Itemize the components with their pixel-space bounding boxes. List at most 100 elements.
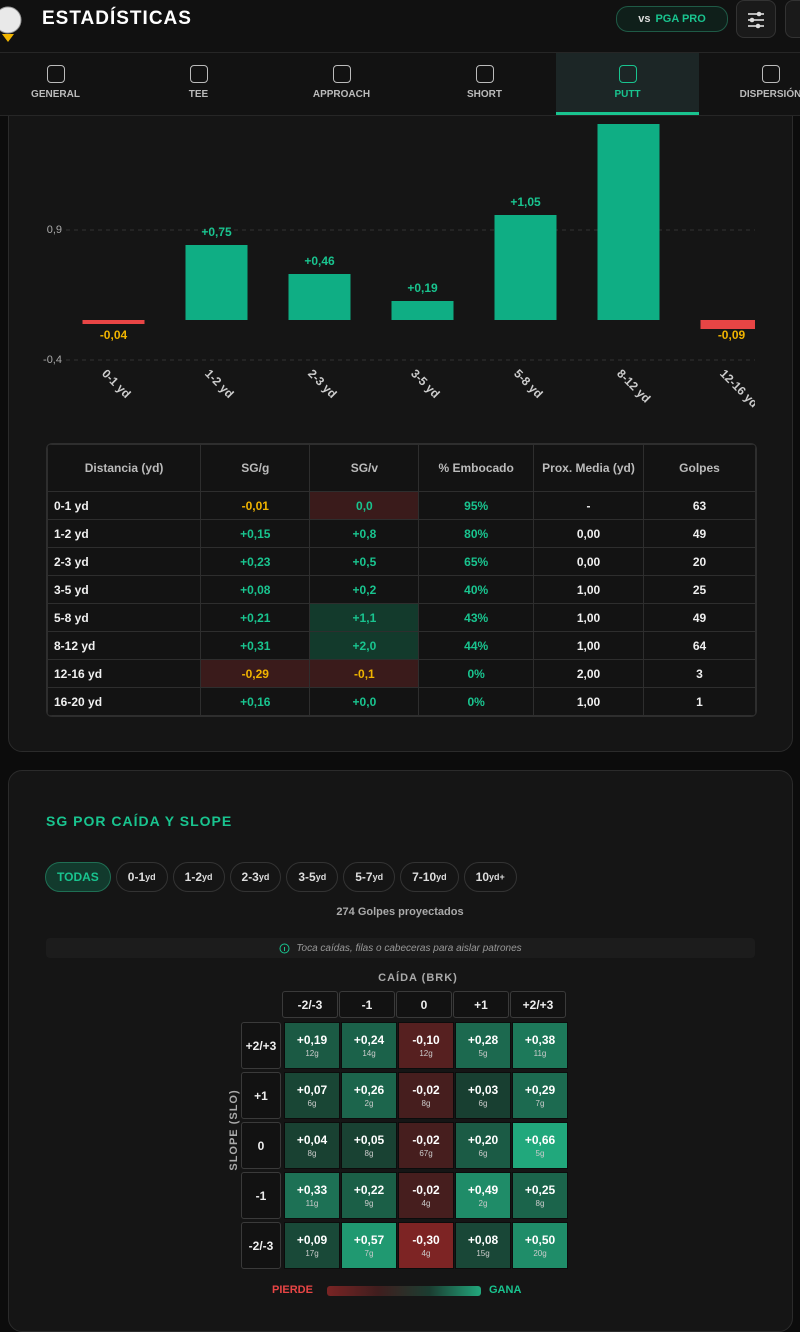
heat-cell[interactable]: +0,25 8g	[512, 1172, 568, 1219]
filter-pill[interactable]: 2-3 yd	[229, 862, 282, 892]
filter-label: 2-3	[241, 870, 259, 884]
tab[interactable]: TEE	[127, 53, 270, 115]
heat-cell[interactable]: +0,19 12g	[284, 1022, 340, 1069]
table-cell: 0-1 yd	[47, 491, 202, 520]
heat-cell[interactable]: +0,33 11g	[284, 1172, 340, 1219]
heat-cell[interactable]: +0,28 5g	[455, 1022, 511, 1069]
table-cell: 63	[643, 491, 756, 520]
tab-label: GENERAL	[31, 89, 80, 100]
table-cell: +0,0	[309, 687, 420, 716]
heat-cell[interactable]: -0,30 4g	[398, 1222, 454, 1269]
cell-count: 6g	[307, 1099, 317, 1108]
hint-bar: Toca caídas, filas o cabeceras para aisl…	[46, 938, 755, 958]
row-header[interactable]: -1	[241, 1172, 281, 1219]
heat-cell[interactable]: +0,22 9g	[341, 1172, 397, 1219]
logo	[0, 6, 22, 42]
tab-label: SHORT	[467, 89, 502, 100]
hint-text: Toca caídas, filas o cabeceras para aisl…	[296, 942, 522, 954]
column-header: SG/g	[200, 444, 311, 492]
header-row: Distancia (yd) SG/g SG/v% Embocado Prox. Me…	[47, 444, 756, 492]
filter-pill[interactable]: 7-10 yd	[400, 862, 459, 892]
bar	[185, 245, 248, 320]
table-cell: 0%	[418, 659, 534, 688]
cell-value: +0,33	[296, 1183, 328, 1197]
heat-cell[interactable]: +0,50 20g	[512, 1222, 568, 1269]
table-cell: -0,29	[200, 659, 311, 688]
heat-cell[interactable]: +0,66 5g	[512, 1122, 568, 1169]
cell-value: +0,57	[353, 1233, 385, 1247]
table-cell: 20	[643, 547, 756, 576]
row-header[interactable]: 0	[241, 1122, 281, 1169]
table-cell: 16-20 yd	[47, 687, 202, 716]
cell-value: +0,28	[467, 1033, 499, 1047]
heat-cell[interactable]: -0,02 4g	[398, 1172, 454, 1219]
table-cell: 1,00	[533, 575, 644, 604]
table-cell: +0,31	[200, 631, 311, 660]
cell-value: +0,66	[524, 1133, 556, 1147]
cell-count: 17g	[305, 1249, 319, 1258]
heat-cell[interactable]: +0,26 2g	[341, 1072, 397, 1119]
menu-button[interactable]	[785, 0, 800, 38]
heat-cell[interactable]: +0,04 8g	[284, 1122, 340, 1169]
column-header[interactable]: -2/-3	[282, 991, 338, 1018]
y-tick-label: -0,4	[43, 354, 62, 366]
filter-button[interactable]	[736, 0, 776, 38]
filter-pill[interactable]: 0-1 yd	[115, 862, 168, 892]
cell-count: 6g	[478, 1149, 488, 1158]
heat-cell[interactable]: -0,02 8g	[398, 1072, 454, 1119]
tab[interactable]: SHORT	[413, 53, 556, 115]
table-cell: 2-3 yd	[47, 547, 202, 576]
column-header: Distancia (yd)	[47, 444, 202, 492]
heat-cell[interactable]: +0,08 15g	[455, 1222, 511, 1269]
row-header[interactable]: +2/+3	[241, 1022, 281, 1069]
table-cell: +0,16	[200, 687, 311, 716]
table-cell: 1,00	[533, 687, 644, 716]
filter-pill[interactable]: 3-5 yd	[286, 862, 339, 892]
table-cell: 0,00	[533, 547, 644, 576]
tab[interactable]: GENERAL	[0, 53, 127, 115]
column-header: Golpes	[643, 444, 756, 492]
filter-label: 0-1	[127, 870, 146, 884]
heat-cell[interactable]: -0,02 67g	[398, 1122, 454, 1169]
heat-cell[interactable]: +0,29 7g	[512, 1072, 568, 1119]
filter-pill[interactable]: TODAS	[45, 862, 111, 892]
column-header[interactable]: +2/+3	[510, 991, 566, 1018]
heat-cell[interactable]: +0,09 17g	[284, 1222, 340, 1269]
column-header[interactable]: 0	[396, 991, 452, 1018]
heat-cell[interactable]: -0,10 12g	[398, 1022, 454, 1069]
tab-icon	[189, 65, 208, 83]
heat-cell[interactable]: +0,20 6g	[455, 1122, 511, 1169]
heat-cell[interactable]: +0,49 2g	[455, 1172, 511, 1219]
table-cell: 2,00	[533, 659, 644, 688]
filter-pill[interactable]: 5-7 yd	[343, 862, 396, 892]
column-header[interactable]: -1	[339, 991, 395, 1018]
table-wrap: Distancia (yd) SG/g SG/v% Embocado Prox. Me…	[46, 443, 757, 717]
heat-cell[interactable]: +0,57 7g	[341, 1222, 397, 1269]
cell-value: +0,08	[467, 1233, 499, 1247]
compare-pill[interactable]: vs PGA PRO	[616, 6, 728, 32]
filter-pill[interactable]: 1-2 yd	[172, 862, 225, 892]
column-header[interactable]: +1	[453, 991, 509, 1018]
tab[interactable]: DISPERSIÓN	[699, 53, 800, 115]
filter-label: 7-10	[412, 870, 437, 884]
heat-cell[interactable]: +0,05 8g	[341, 1122, 397, 1169]
cell-value: +0,50	[524, 1233, 556, 1247]
row-header[interactable]: +1	[241, 1072, 281, 1119]
row-header[interactable]: -2/-3	[241, 1222, 281, 1269]
cell-value: +0,25	[524, 1183, 556, 1197]
tab[interactable]: APPROACH	[270, 53, 413, 115]
cell-count: 8g	[421, 1099, 431, 1108]
filter-unit: yd	[145, 872, 156, 882]
heat-cell[interactable]: +0,03 6g	[455, 1072, 511, 1119]
filter-icon	[748, 11, 764, 29]
cell-value: +0,26	[353, 1083, 385, 1097]
heat-cell[interactable]: +0,24 14g	[341, 1022, 397, 1069]
heat-cell[interactable]: +0,07 6g	[284, 1072, 340, 1119]
table-cell: 0%	[418, 687, 534, 716]
bar	[288, 274, 351, 320]
heat-cell[interactable]: +0,38 11g	[512, 1022, 568, 1069]
cell-count: 4g	[421, 1249, 431, 1258]
x-tick-label: 1-2 yd	[202, 366, 236, 400]
tab[interactable]: PUTT	[556, 53, 699, 115]
filter-pill[interactable]: 10 yd+	[463, 862, 517, 892]
